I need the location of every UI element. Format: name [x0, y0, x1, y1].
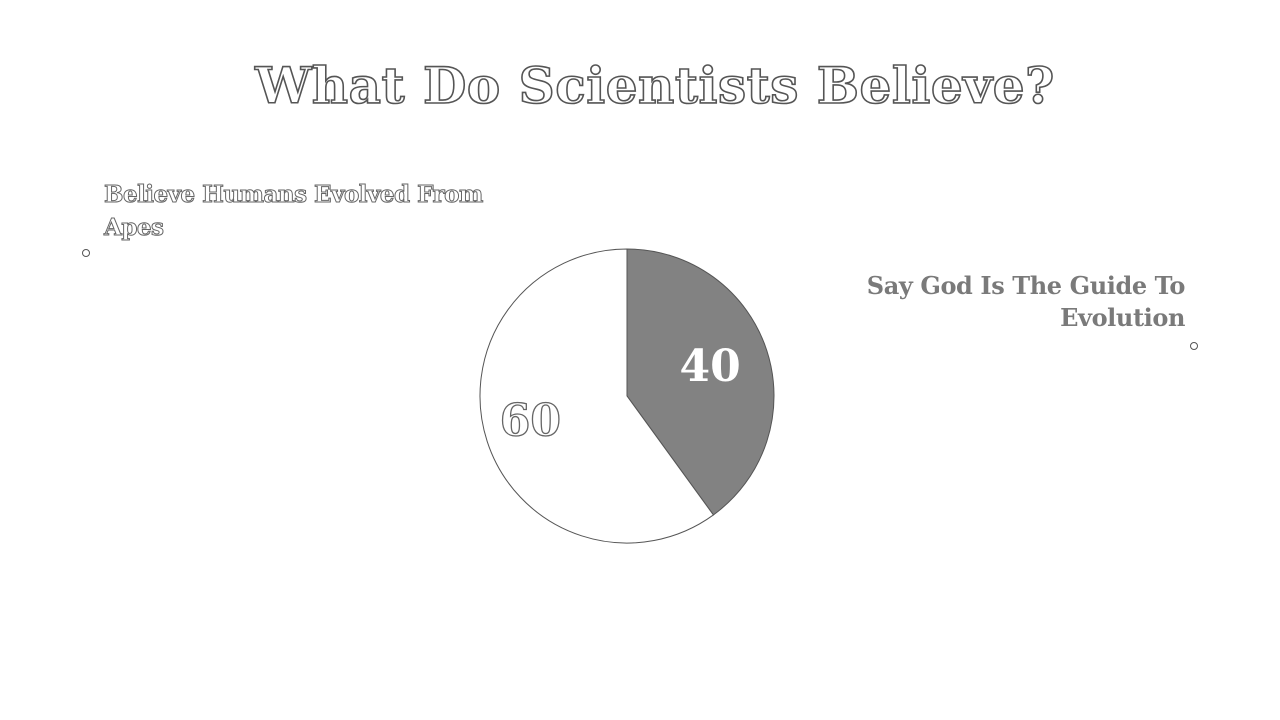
- pie-data-label-40: 40: [679, 341, 740, 392]
- legend-label-god-guides-evolution: Say God Is The Guide To Evolution: [866, 271, 1186, 332]
- pie-slice-60: [479, 248, 715, 544]
- legend-label-evolved-from-apes: Believe Humans Evolved From Apes: [104, 181, 484, 242]
- pie-slice-40: [626, 248, 775, 516]
- legend-marker-evolved-from-apes: [82, 249, 90, 257]
- legend-marker-god-guides-evolution: [1190, 342, 1198, 350]
- slide-title: What Do Scientists Believe?: [254, 55, 1055, 116]
- pie-data-label-60: 60: [500, 396, 561, 447]
